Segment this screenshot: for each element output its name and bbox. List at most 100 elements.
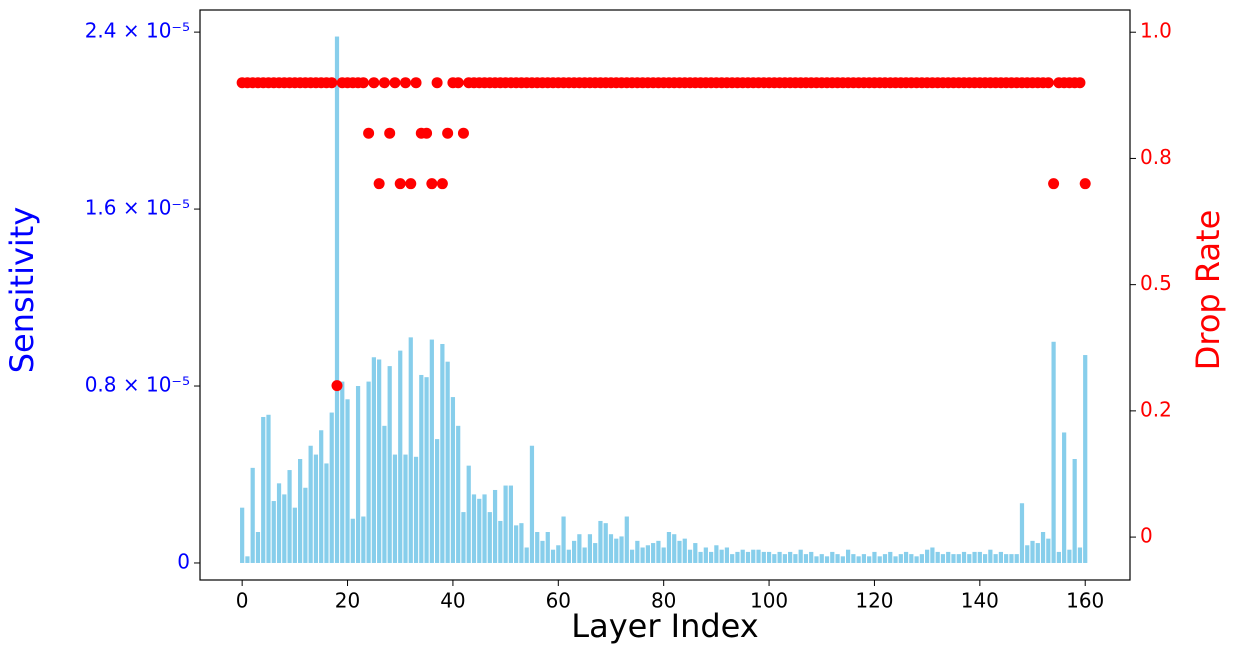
y2-tick-label: 0.5 [1140,271,1172,295]
bar [250,467,255,563]
bar [677,540,682,563]
bar [403,454,408,563]
bar [898,554,903,563]
bar [1046,538,1051,563]
bar [593,543,598,563]
bar [435,439,440,563]
bar [619,536,624,563]
bar [835,554,840,563]
bar [724,547,730,563]
bar [951,554,956,563]
point [399,77,411,89]
bar [1025,545,1030,563]
bar [740,549,745,563]
bar [603,523,608,563]
point [1074,77,1086,89]
point [452,77,464,89]
bar [635,540,640,563]
bar [819,554,824,563]
bar [745,551,751,563]
bar [498,520,503,563]
point [442,127,454,139]
bar [708,551,714,563]
bar [629,549,635,563]
bar [777,551,782,563]
bar [550,549,556,563]
bar [925,549,930,563]
bar [482,494,487,563]
bar [1056,551,1061,563]
bar [735,551,740,563]
y-tick-label: 2.4 × 10⁻⁵ [85,19,190,43]
x-axis-label: Layer Index [571,607,758,645]
point [1079,178,1091,190]
bar [587,534,593,563]
bar [582,547,587,563]
bar [556,545,561,563]
bar [840,556,845,563]
bar [1083,355,1088,563]
x-tick-label: 140 [961,589,999,613]
bar [392,454,398,563]
bar [503,485,508,563]
bar [456,425,461,563]
point [357,77,369,89]
bar [561,516,566,563]
bar [440,343,445,563]
point [384,127,396,139]
bar [350,518,355,563]
bar [687,549,693,563]
y2-tick-label: 1.0 [1140,19,1172,43]
bar [772,554,777,563]
bar [919,554,924,563]
bar [809,551,814,563]
bar [877,556,882,563]
point [363,127,375,139]
point [405,178,417,190]
x-tick-label: 100 [750,589,788,613]
bar [466,465,471,563]
bar [413,456,419,563]
bar [1077,547,1083,563]
bar [788,551,793,563]
bar [930,547,935,563]
bar [956,554,961,563]
point [426,178,438,190]
bar [371,357,376,563]
bar [940,554,946,563]
bar [398,350,403,563]
bar [751,549,756,563]
point [394,178,406,190]
bar [1014,554,1019,563]
x-tick-label: 40 [440,589,465,613]
bar [261,416,266,563]
bar [730,554,735,563]
bar [608,534,614,563]
y-tick-label: 0.8 × 10⁻⁵ [85,373,190,397]
bar [814,556,819,563]
point [368,77,380,89]
bar [377,359,382,563]
point [378,77,390,89]
bar [1067,549,1072,563]
bar [577,534,582,563]
bar [461,512,466,563]
bar [408,337,413,563]
bar [998,551,1004,563]
bar [935,551,940,563]
bar [540,540,545,563]
bar [1004,554,1009,563]
x-tick-label: 120 [855,589,893,613]
bar [614,538,619,563]
bar [1019,503,1025,563]
bar [382,425,387,563]
bar [682,538,687,563]
bar [1040,532,1046,563]
bar [508,485,513,563]
bar [276,483,282,563]
bar [993,554,998,563]
bar [851,554,856,563]
bar [946,551,951,563]
bar [703,547,708,563]
